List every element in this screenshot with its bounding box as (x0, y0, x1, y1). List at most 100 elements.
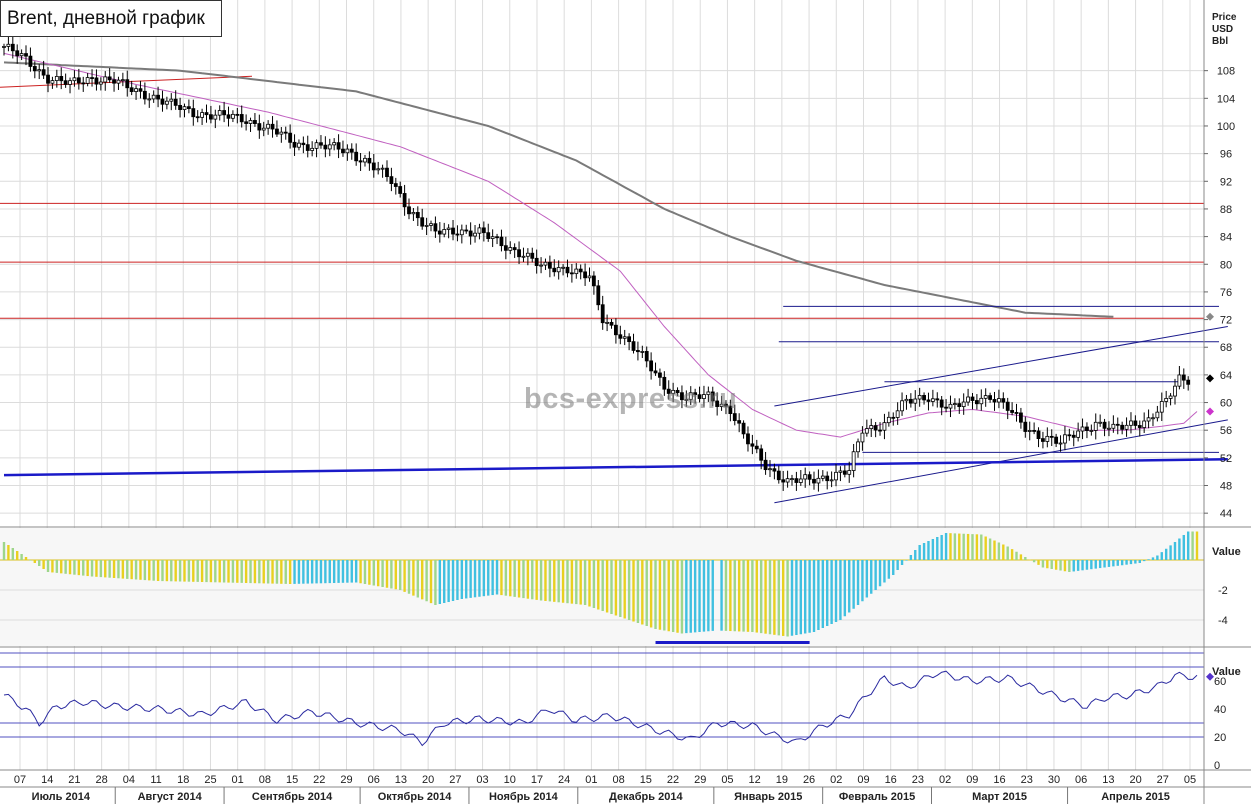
x-tick-label: 27 (449, 774, 461, 786)
candle-body (737, 420, 742, 424)
candle-body (156, 94, 160, 100)
macd-bar (240, 560, 243, 583)
candle-body (1173, 385, 1177, 397)
macd-bar (940, 535, 943, 560)
candle-body (138, 88, 143, 92)
candle-body (116, 79, 121, 84)
macd-bar (1032, 560, 1036, 563)
macd-bar (1186, 531, 1190, 560)
macd-bar (11, 548, 15, 560)
macd-bar (236, 560, 239, 583)
candle-body (217, 110, 222, 116)
candle-body (1177, 374, 1182, 387)
macd-bar (592, 560, 596, 608)
candle-body (614, 324, 618, 336)
macd-bar (183, 560, 186, 582)
macd-bar (544, 560, 547, 601)
rsi-tick-label: 0 (1214, 760, 1220, 772)
sma-short-marker (1206, 407, 1214, 416)
macd-bar (799, 560, 803, 635)
macd-bar (178, 560, 182, 582)
macd-bar (843, 560, 847, 617)
macd-bar (192, 560, 195, 582)
candle-body (327, 144, 332, 150)
candle-body (825, 475, 830, 482)
x-tick-label: 06 (1075, 774, 1087, 786)
candle-body (1115, 423, 1120, 426)
rsi-tick-label: 40 (1214, 704, 1226, 716)
macd-bar (425, 560, 428, 602)
candle-body (125, 79, 130, 89)
macd-bar (337, 560, 340, 583)
x-tick-label: 09 (857, 774, 869, 786)
candle-body (768, 468, 772, 471)
x-tick-label: 01 (232, 774, 244, 786)
macd-bar (1098, 560, 1102, 569)
candle-body (367, 157, 372, 164)
macd-bar (376, 560, 380, 587)
macd-bar (328, 560, 331, 584)
macd-bar (139, 560, 142, 580)
macd-bar (253, 560, 257, 584)
candle-body (636, 350, 640, 353)
macd-bar (575, 560, 578, 605)
macd-bar (368, 560, 371, 585)
month-label: Декабрь 2014 (609, 791, 683, 803)
macd-bar (469, 560, 472, 598)
macd-bar (557, 560, 560, 603)
macd-bar (909, 555, 913, 560)
candle-body (556, 267, 561, 273)
candle-body (838, 470, 843, 473)
macd-bar (1173, 542, 1177, 560)
candle-body (90, 77, 94, 79)
candle-body (1049, 435, 1054, 438)
macd-bar (548, 560, 552, 602)
candle-body (851, 451, 856, 471)
candle-body (204, 112, 209, 116)
macd-bar (1081, 560, 1084, 571)
candle-body (129, 87, 134, 92)
macd-bar (209, 560, 213, 583)
macd-bar (86, 560, 89, 577)
candle-body (402, 193, 407, 208)
candle-body (323, 144, 328, 150)
macd-bar (1019, 554, 1023, 560)
macd-bar (773, 560, 776, 635)
candle-body (473, 232, 477, 237)
macd-bar (148, 560, 151, 581)
macd-bar (1160, 552, 1163, 560)
candle-body (451, 227, 455, 235)
macd-bar (473, 560, 477, 598)
candle-body (583, 271, 587, 279)
price-tick-label: 48 (1220, 481, 1232, 493)
candle-body (574, 268, 579, 275)
macd-bar (359, 560, 362, 584)
macd-bar (689, 560, 692, 633)
candle-body (521, 255, 526, 258)
candle-body (649, 360, 654, 372)
x-tick-label: 08 (612, 774, 624, 786)
candle-body (464, 229, 469, 232)
macd-bar (1046, 560, 1049, 569)
price-tick-label: 92 (1220, 176, 1232, 188)
macd-bar (306, 560, 309, 584)
x-tick-label: 22 (313, 774, 325, 786)
macd-bar (495, 560, 499, 595)
macd-bar (997, 542, 1001, 560)
candle-body (354, 151, 359, 162)
candle-body (746, 433, 750, 445)
x-tick-label: 05 (1184, 774, 1196, 786)
x-tick-label: 09 (966, 774, 978, 786)
candle-body (2, 46, 6, 48)
candle-body (882, 422, 887, 431)
candle-body (917, 395, 922, 400)
macd-bar (288, 560, 292, 584)
candle-body (239, 114, 244, 123)
macd-bar (583, 560, 587, 605)
price-tick-label: 88 (1220, 204, 1232, 216)
macd-bar (170, 560, 173, 582)
macd-bar (561, 560, 565, 603)
price-tick-label: 44 (1220, 508, 1232, 520)
candle-body (776, 470, 781, 481)
candle-body (380, 167, 385, 170)
